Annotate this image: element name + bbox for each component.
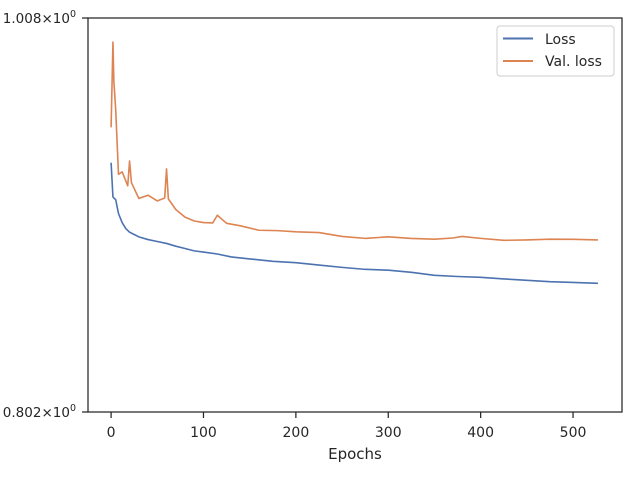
y-tick-base-top: 10 (53, 11, 70, 27)
series-line-val-loss (110, 41, 598, 242)
x-tick-label-400: 400 (467, 425, 494, 441)
plot-area (87, 17, 623, 413)
y-tick-base-bottom: 10 (53, 405, 70, 421)
axes-background (88, 18, 622, 412)
y-tick-times-top: × (41, 11, 52, 27)
y-tick-mantissa-top: 1.008 (3, 11, 42, 27)
y-tick-times-bottom: × (41, 405, 52, 421)
x-tick-label-0: 0 (107, 425, 116, 441)
series-line-loss (110, 162, 599, 285)
x-tick-label-300: 300 (375, 425, 402, 441)
x-tick-label-200: 200 (283, 425, 310, 441)
legend-label-val-loss: Val. loss (545, 54, 602, 70)
x-axis: 0 100 200 300 400 500 (107, 412, 587, 441)
x-tick-label-100: 100 (190, 425, 217, 441)
y-tick-exponent-top: 0 (70, 9, 76, 20)
axes-frame (87, 17, 623, 413)
x-tick-label-500: 500 (560, 425, 587, 441)
y-tick-mantissa-bottom: 0.802 (3, 405, 42, 421)
y-tick-exponent-bottom: 0 (70, 403, 76, 414)
y-axis: 1.008×100 0.802×100 (3, 9, 88, 421)
legend: Loss Val. loss (496, 25, 615, 77)
legend-label-loss: Loss (545, 32, 576, 48)
x-axis-label: Epochs (328, 445, 382, 463)
y-tick-label-top: 1.008×100 (3, 9, 76, 27)
series-layer (110, 41, 599, 285)
y-tick-label-bottom: 0.802×100 (3, 403, 76, 421)
